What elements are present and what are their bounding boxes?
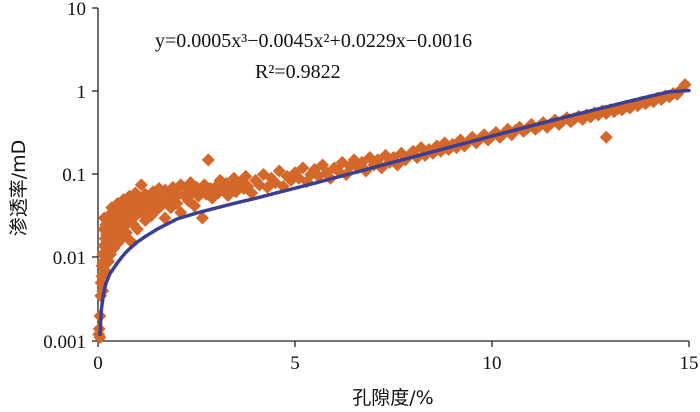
data-point — [517, 124, 531, 138]
data-point — [296, 161, 310, 175]
y-tick-label: 0.01 — [53, 248, 86, 269]
x-tick-label: 10 — [483, 353, 502, 374]
data-point — [118, 219, 132, 233]
y-ticks — [92, 7, 98, 342]
y-tick-label: 0.1 — [62, 165, 86, 186]
r-squared: R²=0.9822 — [255, 61, 341, 83]
data-point — [195, 211, 209, 225]
x-tick-label: 0 — [93, 353, 103, 374]
data-point — [239, 169, 253, 183]
fit-equation: y=0.0005x³−0.0045x²+0.0229x−0.0016 — [155, 30, 472, 52]
y-tick-label: 1 — [77, 82, 87, 103]
data-point — [93, 331, 107, 345]
scatter-points — [92, 78, 692, 345]
data-point — [599, 130, 613, 144]
x-tick-label: 15 — [680, 353, 699, 374]
data-point — [130, 222, 144, 236]
fit-curve-group — [98, 88, 691, 337]
fit-curve — [98, 88, 691, 337]
x-tick-label: 5 — [290, 353, 300, 374]
data-point — [678, 78, 692, 92]
data-point — [134, 178, 148, 192]
data-point — [272, 164, 286, 178]
data-point — [188, 199, 202, 213]
data-point — [201, 153, 215, 167]
y-axis-label: 渗透率/mD — [8, 140, 30, 237]
x-ticks — [97, 341, 690, 347]
data-point — [170, 196, 184, 210]
y-tick-label: 0.001 — [43, 332, 86, 353]
x-axis-label: 孔隙度/% — [352, 387, 433, 409]
y-tick-label: 10 — [67, 0, 86, 20]
data-point — [245, 186, 259, 200]
data-point — [158, 211, 172, 225]
